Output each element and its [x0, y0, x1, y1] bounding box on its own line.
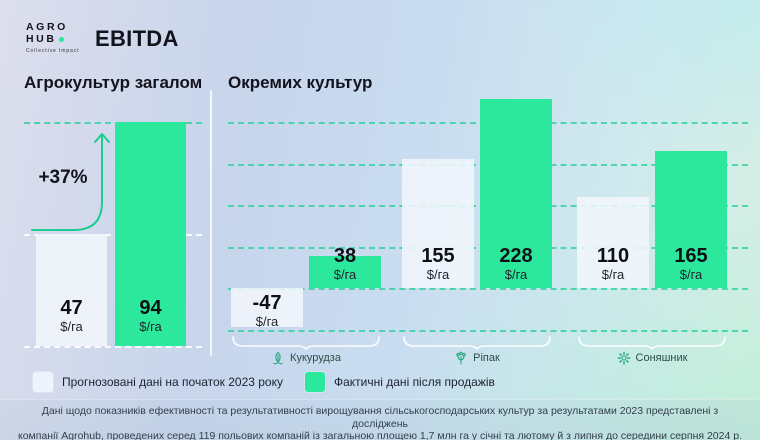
sunflower-icon	[617, 351, 631, 365]
bar-value: 47	[60, 297, 83, 319]
bar-forecast-Соняшник: 110 $/га	[577, 196, 649, 288]
actual-swatch	[305, 372, 325, 392]
panel-divider	[210, 90, 212, 356]
bar-value-label: -47 $/га	[231, 292, 303, 330]
gridline-forecast-level	[24, 233, 202, 236]
bar-value: 165	[674, 245, 708, 267]
bar-unit: $/га	[679, 267, 703, 282]
bar-unit: $/га	[601, 267, 625, 282]
logo-dot	[58, 36, 64, 42]
group-brace	[231, 336, 381, 351]
footnote-line-1: Дані щодо показників ефективності та рез…	[41, 405, 719, 430]
crop-label-Соняшник: Соняшник	[577, 351, 727, 365]
page-title: EBITDA	[95, 26, 179, 51]
bar-value: 155	[421, 245, 455, 267]
bar-actual-Соняшник: 165 $/га	[655, 151, 727, 288]
group-brace	[577, 336, 727, 351]
legend-item-forecast: Прогнозовані дані на початок 2023 року	[33, 372, 283, 392]
footnote-line-2: компанії Agrohub, проведених серед 119 п…	[17, 430, 742, 440]
panel-total-title: Агрокультур загалом	[24, 73, 203, 92]
bar-unit: $/га	[255, 314, 279, 329]
bar-value-label: 110 $/га	[577, 245, 649, 283]
forecast-label: Прогнозовані дані на початок 2023 року	[62, 375, 283, 389]
bar-value: 94	[139, 297, 162, 319]
bar-value-label: 38 $/га	[309, 245, 381, 283]
legend-item-actual: Фактичні дані після продажів	[305, 372, 495, 392]
bar-value: 110	[596, 245, 630, 267]
bar-unit: $/га	[139, 319, 162, 334]
forecast-swatch	[33, 372, 53, 392]
bar-value: 228	[499, 245, 533, 267]
logo-text-agro: AGRO	[26, 21, 68, 33]
crop-name: Кукурудза	[290, 352, 341, 364]
bar-value-label: 228 $/га	[480, 245, 552, 283]
crop-label-Кукурудза: Кукурудза	[231, 351, 381, 365]
bar-value-label: 155 $/га	[402, 245, 474, 283]
bar-unit: $/га	[426, 267, 450, 282]
total-chart: 47 $/га 94 $/га +37%	[24, 70, 202, 362]
agrohub-logo: AGRO HUB Collective Impact	[26, 21, 80, 54]
panel-total: Агрокультур загалом 47 $/га 94 $/га +37%	[24, 70, 202, 362]
delta-label: +37%	[38, 167, 88, 188]
crops-chart: -47 $/га 38 $/га Кукурудза 155 $/га 228 $/га Ріпа…	[228, 70, 748, 365]
actual-label: Фактичні дані після продажів	[334, 375, 495, 389]
crop-name: Ріпак	[473, 352, 500, 364]
bar-forecast-Ріпак: 155 $/га	[402, 159, 474, 288]
gridline-actual-level	[24, 121, 202, 124]
crop-name: Соняшник	[635, 352, 688, 364]
legend: Прогнозовані дані на початок 2023 року Ф…	[33, 372, 495, 392]
footnote: Дані щодо показників ефективності та рез…	[0, 399, 760, 440]
crop-label-Ріпак: Ріпак	[402, 351, 552, 365]
bar-forecast-Кукурудза: -47 $/га	[231, 288, 303, 330]
gridline-baseline	[24, 346, 202, 348]
rapeseed-icon	[454, 351, 468, 365]
bar-forecast-total: 47 $/га	[36, 234, 107, 346]
gridline-0	[228, 288, 748, 290]
logo-text-hub: HUB	[26, 33, 79, 46]
bar-value-label: 94 $/га	[115, 297, 186, 335]
bar-actual-Кукурудза: 38 $/га	[309, 246, 381, 288]
corn-icon	[271, 351, 285, 365]
bar-unit: $/га	[504, 267, 528, 282]
bar-value: -47	[252, 292, 282, 314]
bar-value-label: 165 $/га	[655, 245, 727, 283]
bar-unit: $/га	[60, 319, 83, 334]
gridline--50	[228, 329, 748, 332]
bar-unit: $/га	[333, 267, 357, 282]
bar-actual-Ріпак: 228 $/га	[480, 98, 552, 288]
panel-crops-title: Окремих культур	[228, 73, 373, 92]
growth-arrow-icon	[31, 133, 110, 231]
logo-tagline: Collective Impact	[26, 48, 80, 54]
panel-crops: Окремих культур -47 $/га 38 $/га Кукурудза 15…	[228, 70, 748, 365]
bar-value-label: 47 $/га	[36, 297, 107, 335]
bar-value: 38	[333, 245, 357, 267]
group-brace	[402, 336, 552, 351]
bar-actual-total: 94 $/га	[115, 122, 186, 346]
